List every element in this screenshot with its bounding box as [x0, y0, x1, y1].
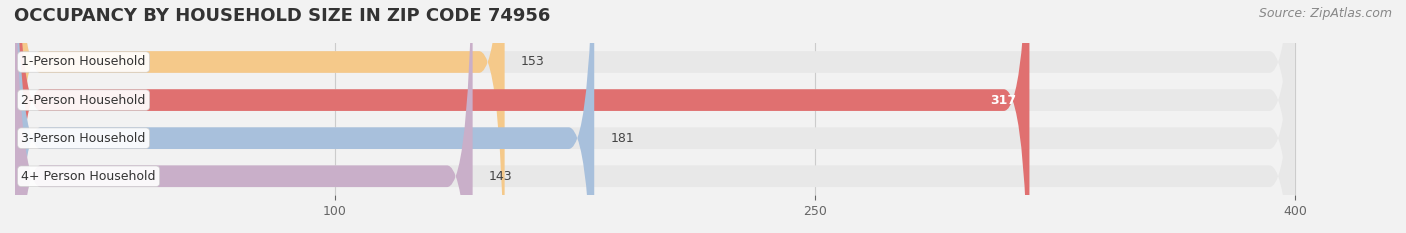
Text: 1-Person Household: 1-Person Household	[21, 55, 146, 69]
Text: 153: 153	[520, 55, 544, 69]
Text: 3-Person Household: 3-Person Household	[21, 132, 146, 145]
Text: 143: 143	[489, 170, 512, 183]
Text: 2-Person Household: 2-Person Household	[21, 94, 146, 106]
FancyBboxPatch shape	[15, 0, 595, 233]
FancyBboxPatch shape	[15, 0, 1295, 233]
Text: 317: 317	[990, 94, 1017, 106]
FancyBboxPatch shape	[15, 0, 505, 233]
Text: 181: 181	[610, 132, 634, 145]
FancyBboxPatch shape	[15, 0, 1295, 233]
FancyBboxPatch shape	[15, 0, 472, 233]
Text: OCCUPANCY BY HOUSEHOLD SIZE IN ZIP CODE 74956: OCCUPANCY BY HOUSEHOLD SIZE IN ZIP CODE …	[14, 7, 550, 25]
FancyBboxPatch shape	[15, 0, 1029, 233]
FancyBboxPatch shape	[15, 0, 1295, 233]
Text: 4+ Person Household: 4+ Person Household	[21, 170, 156, 183]
Text: Source: ZipAtlas.com: Source: ZipAtlas.com	[1258, 7, 1392, 20]
FancyBboxPatch shape	[15, 0, 1295, 233]
